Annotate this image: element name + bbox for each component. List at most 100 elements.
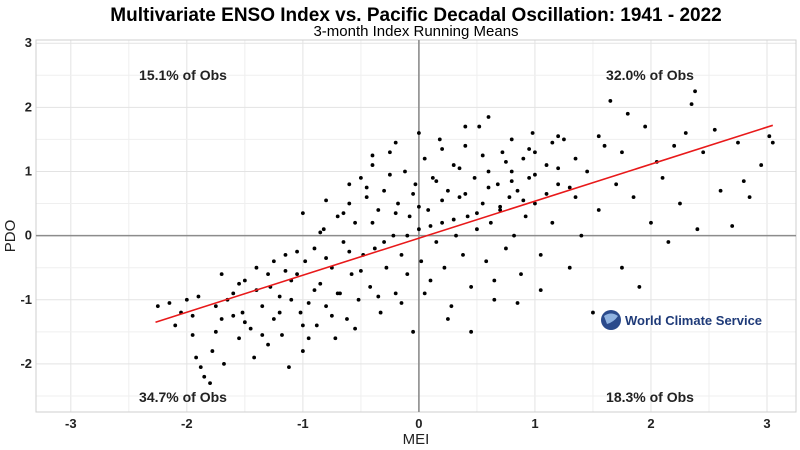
x-tick-label: 1 [531,416,538,431]
data-point [533,201,537,206]
data-point [387,172,392,177]
data-point [449,304,454,309]
y-tick-label: 0 [25,228,32,243]
data-point [533,172,537,177]
data-point [562,137,566,142]
data-point [194,355,199,360]
data-point [405,272,410,277]
data-point [295,249,299,254]
data-point [767,134,772,139]
x-tick-label: 0 [415,416,422,431]
data-point [712,127,717,132]
data-point [318,230,323,235]
data-point [347,182,352,187]
data-point [405,233,410,238]
data-point [303,259,308,264]
data-point [585,169,590,174]
data-point [469,329,474,334]
data-point [210,349,215,353]
data-point [356,297,361,302]
x-tick-label: 3 [763,416,770,431]
data-point [222,361,226,366]
data-point [333,336,338,341]
data-point [631,195,636,200]
data-point [384,265,389,270]
data-point [637,285,642,289]
data-point [523,214,528,219]
tick-labels: -3 -2 -1 0 1 2 3 -2 -1 0 1 2 3 [20,35,770,431]
y-tick-label: 1 [25,163,32,178]
data-point [509,179,514,184]
data-point [289,297,294,302]
data-point [602,143,607,148]
data-point [608,99,613,103]
data-point [498,204,503,209]
data-point [718,188,723,193]
data-point [190,333,195,337]
data-point [591,310,595,315]
x-tick-label: 2 [647,416,654,431]
data-point [515,188,520,193]
data-point [277,310,282,315]
data-point [329,313,334,318]
data-point [463,143,468,148]
quadrant-label-bottom-left: 34.7% of Obs [139,389,227,405]
data-point [335,214,340,219]
data-point [567,185,572,190]
data-point [399,301,404,305]
data-point [492,297,497,302]
quadrant-label-bottom-right: 18.3% of Obs [606,389,694,405]
data-point [475,227,479,232]
data-point [422,156,427,161]
data-point [347,201,352,206]
data-point [335,291,340,296]
fit-line-group [155,124,774,323]
x-tick-label: -3 [65,416,77,431]
data-point [573,195,578,200]
data-point [266,342,270,347]
data-point [736,140,740,145]
data-point [678,201,682,206]
data-point [260,333,265,337]
data-point [475,211,479,216]
data-point [345,317,349,321]
data-point [507,195,512,200]
data-point [538,288,543,293]
data-point [695,227,700,232]
data-point [556,182,561,187]
data-point [242,278,247,283]
data-point [625,111,630,116]
data-point [596,208,601,212]
data-point [378,310,383,315]
data-point [596,134,601,139]
y-axis-label: PDO [2,220,19,253]
data-point [190,313,195,318]
y-tick-label: -2 [20,356,32,371]
data-point [567,265,572,270]
data-point [457,195,462,200]
data-point [347,249,352,254]
data-point [457,166,462,171]
data-point [287,365,291,370]
data-point [419,259,424,264]
data-point [430,175,435,180]
x-axis-label: MEI [403,431,430,448]
world-climate-service-logo: World Climate Service [601,310,762,330]
data-point [407,214,412,219]
data-point [248,326,253,331]
data-point [280,333,284,337]
data-point [434,179,439,184]
data-point [413,182,418,187]
data-point [422,291,427,296]
data-point [324,198,328,203]
quadrant-label-top-left: 15.1% of Obs [139,67,227,83]
data-point [196,294,201,299]
data-point [465,214,470,219]
data-point [283,268,288,273]
data-point [358,268,363,273]
data-point [428,224,433,228]
data-point [527,147,532,151]
axes [35,39,797,413]
data-point [237,336,241,341]
data-point [649,220,653,225]
